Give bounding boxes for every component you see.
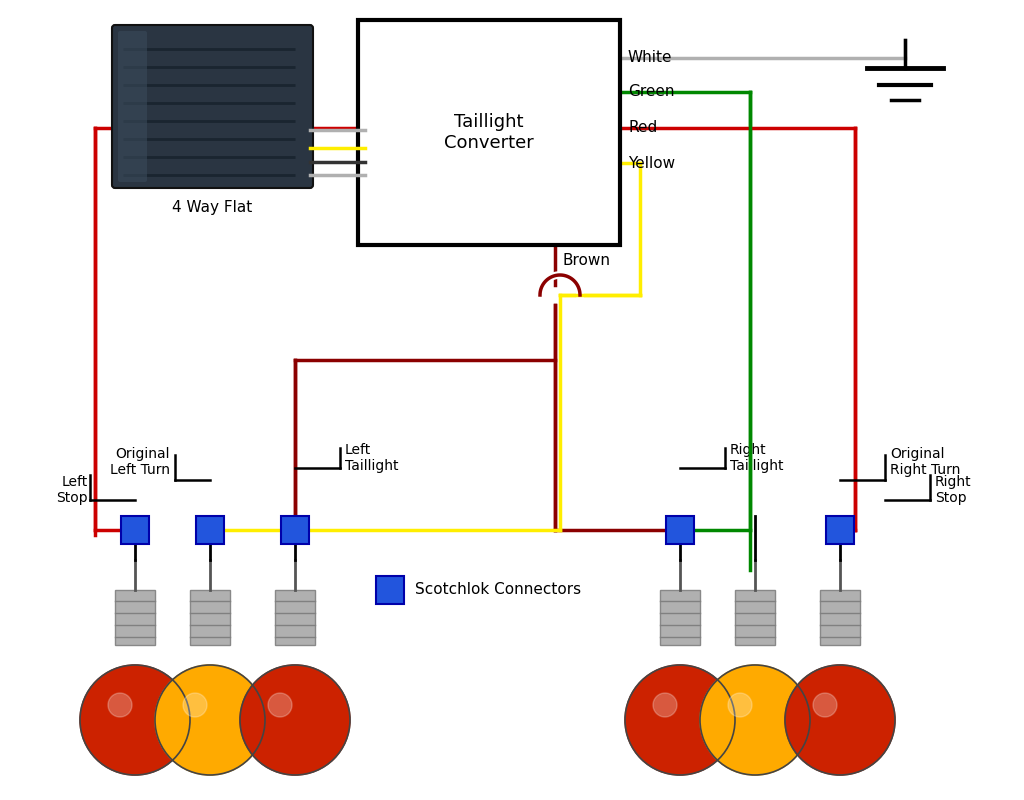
Text: Left
Taillight: Left Taillight [345, 443, 398, 473]
Circle shape [785, 665, 895, 775]
FancyBboxPatch shape [112, 25, 313, 188]
Text: Original
Left Turn: Original Left Turn [110, 447, 170, 477]
Bar [190, 590, 230, 645]
Bar [281, 516, 309, 544]
Circle shape [183, 693, 207, 717]
Bar [826, 516, 854, 544]
Text: Green: Green [628, 85, 675, 99]
Bar [358, 20, 620, 245]
Bar [115, 590, 155, 645]
Text: Red: Red [628, 121, 657, 135]
Circle shape [653, 693, 677, 717]
Circle shape [625, 665, 735, 775]
Bar [275, 590, 315, 645]
FancyBboxPatch shape [118, 31, 147, 182]
Text: Yellow: Yellow [628, 155, 675, 170]
Text: Original
Right Turn: Original Right Turn [890, 447, 961, 477]
Text: Right
Stop: Right Stop [935, 475, 972, 505]
Bar [820, 590, 860, 645]
Bar [196, 516, 224, 544]
Text: Brown: Brown [562, 253, 610, 268]
Text: Left
Stop: Left Stop [56, 475, 88, 505]
Circle shape [728, 693, 752, 717]
Text: 4 Way Flat: 4 Way Flat [172, 200, 253, 215]
Text: Taillight
Converter: Taillight Converter [444, 113, 534, 152]
Bar [660, 590, 700, 645]
Bar [666, 516, 694, 544]
Text: Right
Taillight: Right Taillight [730, 443, 783, 473]
Text: Scotchlok Connectors: Scotchlok Connectors [415, 582, 582, 598]
Circle shape [700, 665, 810, 775]
Circle shape [240, 665, 350, 775]
Bar [735, 590, 775, 645]
Bar [376, 576, 404, 604]
Circle shape [155, 665, 265, 775]
Circle shape [813, 693, 837, 717]
Circle shape [108, 693, 132, 717]
Text: White: White [628, 50, 673, 66]
Circle shape [80, 665, 190, 775]
Circle shape [268, 693, 292, 717]
Bar [121, 516, 150, 544]
